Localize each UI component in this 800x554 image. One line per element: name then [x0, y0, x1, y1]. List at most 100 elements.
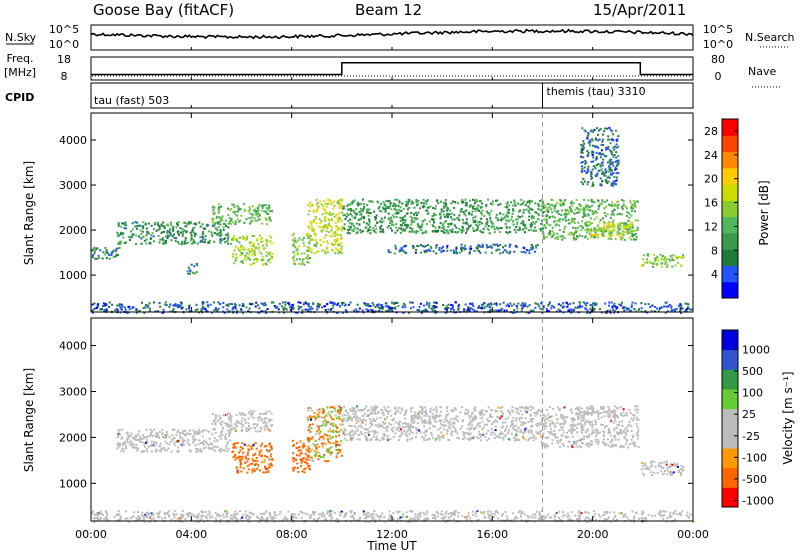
power-cell — [175, 304, 178, 307]
velocity-cell — [344, 409, 347, 412]
power-cell — [428, 306, 431, 309]
power-cell — [598, 205, 600, 208]
velocity-cell — [184, 429, 186, 432]
power-cell — [522, 305, 525, 308]
velocity-cell — [434, 416, 437, 419]
power-cell — [553, 233, 556, 236]
velocity-cell — [317, 427, 320, 430]
velocity-cell — [221, 433, 224, 436]
power-cell — [540, 205, 543, 208]
power-cell — [399, 219, 402, 222]
velocity-cell — [151, 443, 153, 446]
power-cell — [685, 308, 687, 311]
power-cell — [234, 257, 237, 260]
power-cell — [604, 174, 607, 177]
velocity-cell — [350, 419, 353, 422]
velocity-cell — [310, 416, 313, 419]
power-cell — [308, 236, 311, 239]
velocity-cell — [327, 441, 330, 443]
power-cell — [165, 304, 168, 307]
power-cell — [267, 252, 270, 255]
power-cell — [480, 206, 483, 209]
power-cell — [254, 212, 257, 215]
velocity-cell — [504, 418, 507, 421]
power-cell — [322, 229, 324, 232]
velocity-cell — [253, 464, 256, 467]
power-cell — [103, 309, 106, 312]
velocity-cell — [374, 430, 377, 433]
velocity-cell — [337, 452, 339, 455]
power-cell — [581, 305, 584, 308]
velocity-cell — [155, 441, 157, 444]
power-cell — [239, 208, 242, 211]
power-cell — [198, 221, 201, 224]
power-cell — [596, 127, 599, 130]
power-cell — [324, 224, 327, 227]
power-cell — [213, 309, 216, 312]
velocity-cell — [143, 436, 146, 439]
power-cell — [135, 311, 138, 314]
power-cell — [442, 207, 445, 209]
velocity-cell — [294, 458, 297, 461]
velocity-cell — [451, 410, 454, 413]
power-cell — [395, 247, 398, 250]
power-cell — [591, 304, 593, 307]
power-cell — [541, 308, 544, 311]
velocity-cell — [243, 443, 246, 446]
power-cell — [92, 248, 95, 251]
power-cell — [589, 139, 592, 142]
power-cell — [512, 220, 515, 223]
power-cell — [612, 146, 615, 149]
power-cell — [619, 235, 622, 238]
power-cell — [402, 222, 405, 225]
power-cell — [340, 204, 343, 207]
velocity-cell — [194, 444, 197, 447]
power-cell — [180, 243, 183, 246]
velocity-cell — [163, 436, 166, 439]
velocity-cell — [255, 447, 258, 450]
power-cell — [97, 254, 100, 257]
power-cell — [524, 204, 527, 207]
velocity-cell — [130, 434, 132, 437]
power-cell — [128, 308, 131, 311]
power-cell — [427, 248, 430, 251]
power-cell — [251, 213, 254, 216]
velocity-cell — [179, 432, 181, 435]
power-cell — [341, 226, 344, 228]
power-cell — [562, 203, 565, 206]
power-cell — [554, 224, 557, 227]
power-cell — [506, 215, 509, 218]
power-cell — [268, 210, 271, 213]
power-cell — [178, 305, 181, 307]
power-cell — [144, 306, 147, 309]
velocity-cell — [245, 428, 248, 431]
power-cell — [352, 224, 355, 227]
power-cell — [535, 246, 538, 249]
power-cell — [454, 231, 456, 233]
power-cell — [411, 301, 414, 304]
power-cell — [363, 215, 365, 218]
velocity-cell — [146, 448, 149, 450]
power-cell — [251, 214, 254, 217]
power-cell — [623, 222, 625, 225]
power-cell — [282, 301, 284, 304]
power-cell — [167, 224, 170, 227]
power-cell — [353, 227, 356, 230]
power-cell — [574, 306, 577, 309]
power-cell — [420, 311, 423, 314]
velocity-cell — [234, 442, 237, 445]
power-cell — [383, 203, 386, 206]
velocity-cell — [355, 406, 358, 409]
velocity-cell — [497, 436, 500, 439]
power-cell — [212, 217, 215, 220]
power-cell — [542, 230, 545, 233]
power-cell — [363, 203, 366, 205]
power-cell — [494, 243, 496, 246]
power-cell — [256, 260, 259, 263]
velocity-cell — [327, 421, 330, 424]
power-cell — [201, 238, 204, 241]
velocity-cell — [342, 432, 345, 435]
velocity-cell — [532, 418, 534, 421]
power-cell — [232, 252, 234, 255]
power-cell — [265, 251, 268, 254]
